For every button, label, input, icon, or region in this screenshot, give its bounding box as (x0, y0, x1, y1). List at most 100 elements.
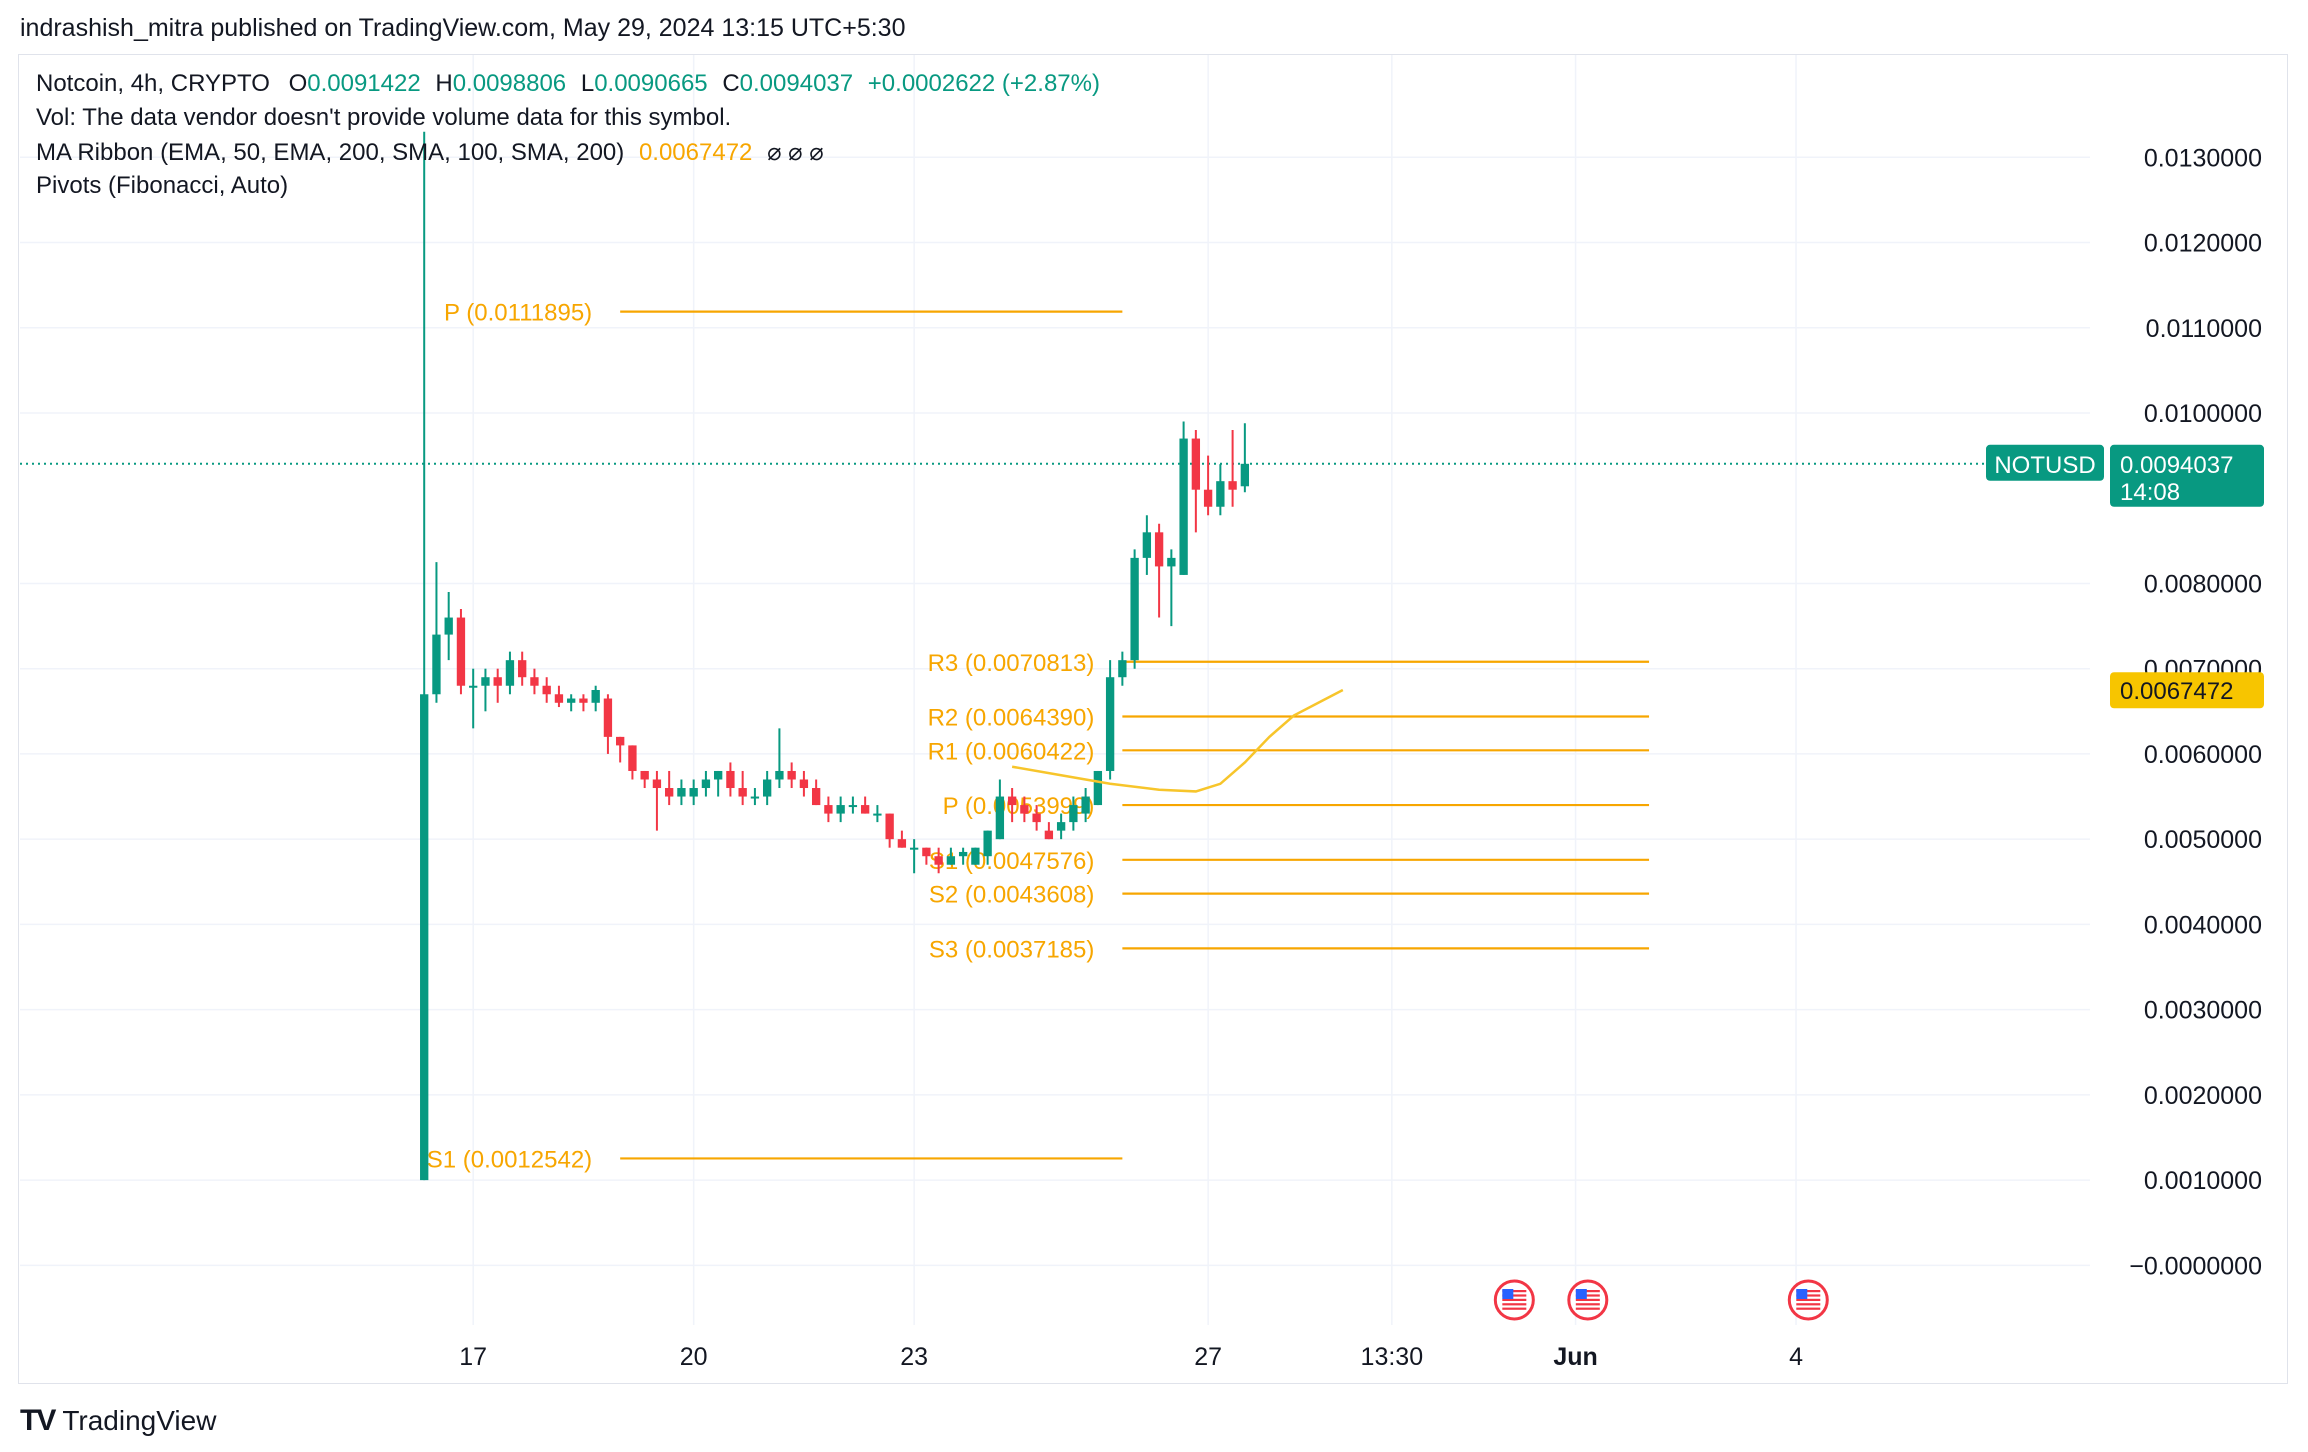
ma-ribbon-line (1011, 688, 1344, 793)
flag-stripe (1502, 1307, 1527, 1310)
candle-body (775, 770, 784, 780)
pivots-legend[interactable]: Pivots (Fibonacci, Auto) (36, 172, 289, 199)
candle-body (1118, 660, 1127, 678)
y-tick-label: 0.0020000 (2144, 1082, 2262, 1110)
candle-body (934, 856, 943, 865)
pivot-label: P (0.0053999) (943, 793, 1095, 820)
candle-body (873, 813, 882, 816)
y-tick-label: 0.0050000 (2144, 826, 2262, 854)
y-tick-label: 0.0130000 (2144, 144, 2262, 172)
candle-body (1240, 463, 1250, 487)
candle-body (836, 805, 845, 814)
candle-body (1216, 481, 1225, 507)
tradingview-footer[interactable]: TV TradingView (20, 1404, 216, 1438)
change-value: +0.0002622 (+2.87%) (867, 70, 1100, 97)
candle-body (738, 788, 747, 797)
y-tick-label: 0.0040000 (2144, 911, 2262, 939)
candle-body (469, 685, 478, 688)
close-value: 0.0094037 (739, 70, 854, 97)
candle-body (530, 677, 539, 686)
pivot-label: S1 (0.0012542) (427, 1146, 592, 1173)
candle-body (420, 694, 429, 1181)
x-tick-label: 13:30 (1361, 1343, 1424, 1371)
y-tick-label: 0.0060000 (2144, 741, 2262, 769)
candle-body (971, 847, 980, 865)
open-value: 0.0091422 (307, 70, 421, 97)
candle-body (762, 779, 772, 797)
close-label: C (722, 70, 740, 97)
candle-body (1154, 532, 1164, 567)
candle-body (579, 698, 588, 703)
symbol-price-tag-label: NOTUSD (1994, 452, 2095, 479)
candle-body (848, 805, 858, 808)
flag-stripe (1575, 1294, 1600, 1297)
candle-body (444, 617, 453, 635)
published-header: indrashish_mitra published on TradingVie… (20, 14, 906, 42)
x-tick-label: Jun (1553, 1343, 1597, 1371)
y-tick-label: 0.0030000 (2144, 997, 2262, 1025)
tradingview-logo: TV (20, 1404, 56, 1437)
volume-legend[interactable]: Vol: The data vendor doesn't provide vol… (36, 104, 732, 131)
candle-body (1020, 805, 1029, 814)
high-label: H (435, 70, 453, 97)
symbol-line: Notcoin, 4h, CRYPTO (36, 70, 270, 97)
candle-body (1130, 557, 1139, 661)
candle-body (665, 788, 674, 797)
candle-body (922, 847, 931, 857)
x-tick-label: 20 (680, 1343, 708, 1371)
low-label: L (580, 70, 595, 97)
candle-body (811, 788, 821, 806)
flag-stripe (1796, 1294, 1821, 1297)
ma-ribbon-legend[interactable]: MA Ribbon (EMA, 50, EMA, 200, SMA, 100, … (36, 138, 824, 167)
candle-body (1105, 677, 1115, 771)
flag-canton (1796, 1289, 1808, 1299)
candle-body (1167, 557, 1176, 567)
symbol-legend[interactable]: Notcoin, 4h, CRYPTO O0.0091422 H0.009880… (36, 70, 1100, 98)
last-price-tag (2110, 444, 2264, 507)
pivot-label: S2 (0.0043608) (929, 882, 1094, 909)
candle-body (714, 770, 723, 780)
candle-body (897, 839, 907, 848)
flag-stripe (1575, 1298, 1600, 1301)
tradingview-brand: TradingView (62, 1405, 217, 1436)
candle-body (995, 796, 1005, 840)
candle-body (958, 851, 968, 857)
x-tick-label: 27 (1194, 1343, 1222, 1371)
candle-body (909, 847, 919, 850)
candle-body (860, 805, 870, 814)
flag-canton (1575, 1289, 1587, 1299)
candle-body (824, 805, 833, 814)
candle-body (542, 685, 551, 695)
low-value: 0.0090665 (594, 70, 708, 97)
y-tick-label: 0.0120000 (2144, 230, 2262, 258)
candle-body (652, 779, 662, 789)
candle-body (1007, 796, 1017, 806)
pivot-label: P (0.0111895) (444, 300, 592, 327)
candle-body (787, 770, 796, 780)
candle-body (567, 698, 576, 703)
candle-body (456, 617, 466, 686)
chart-frame (18, 54, 2288, 1384)
countdown-value: 14:08 (2120, 479, 2180, 506)
y-tick-label: 0.0010000 (2144, 1167, 2262, 1195)
candle-body (1069, 805, 1078, 823)
x-tick-label: 17 (459, 1343, 487, 1371)
candle-body (603, 698, 613, 737)
flag-canton (1502, 1289, 1514, 1299)
pivot-label: S1 (0.0047576) (929, 848, 1094, 875)
flag-stripe (1502, 1298, 1527, 1301)
ma-ribbon-value: 0.0067472 (638, 139, 753, 166)
flag-stripe (1575, 1290, 1600, 1293)
candle-body (432, 634, 441, 695)
pivot-label: R2 (0.0064390) (928, 705, 1095, 732)
pivot-label: R3 (0.0070813) (928, 650, 1095, 677)
candle-body (493, 677, 502, 686)
candle-body (689, 788, 698, 797)
flag-stripe (1575, 1307, 1600, 1310)
candle-body (726, 770, 735, 789)
candle-body (591, 690, 600, 703)
x-tick-label: 23 (900, 1343, 928, 1371)
x-tick-label: 4 (1789, 1343, 1803, 1371)
ma-ribbon-na-values: ⌀ ⌀ ⌀ (767, 139, 824, 166)
